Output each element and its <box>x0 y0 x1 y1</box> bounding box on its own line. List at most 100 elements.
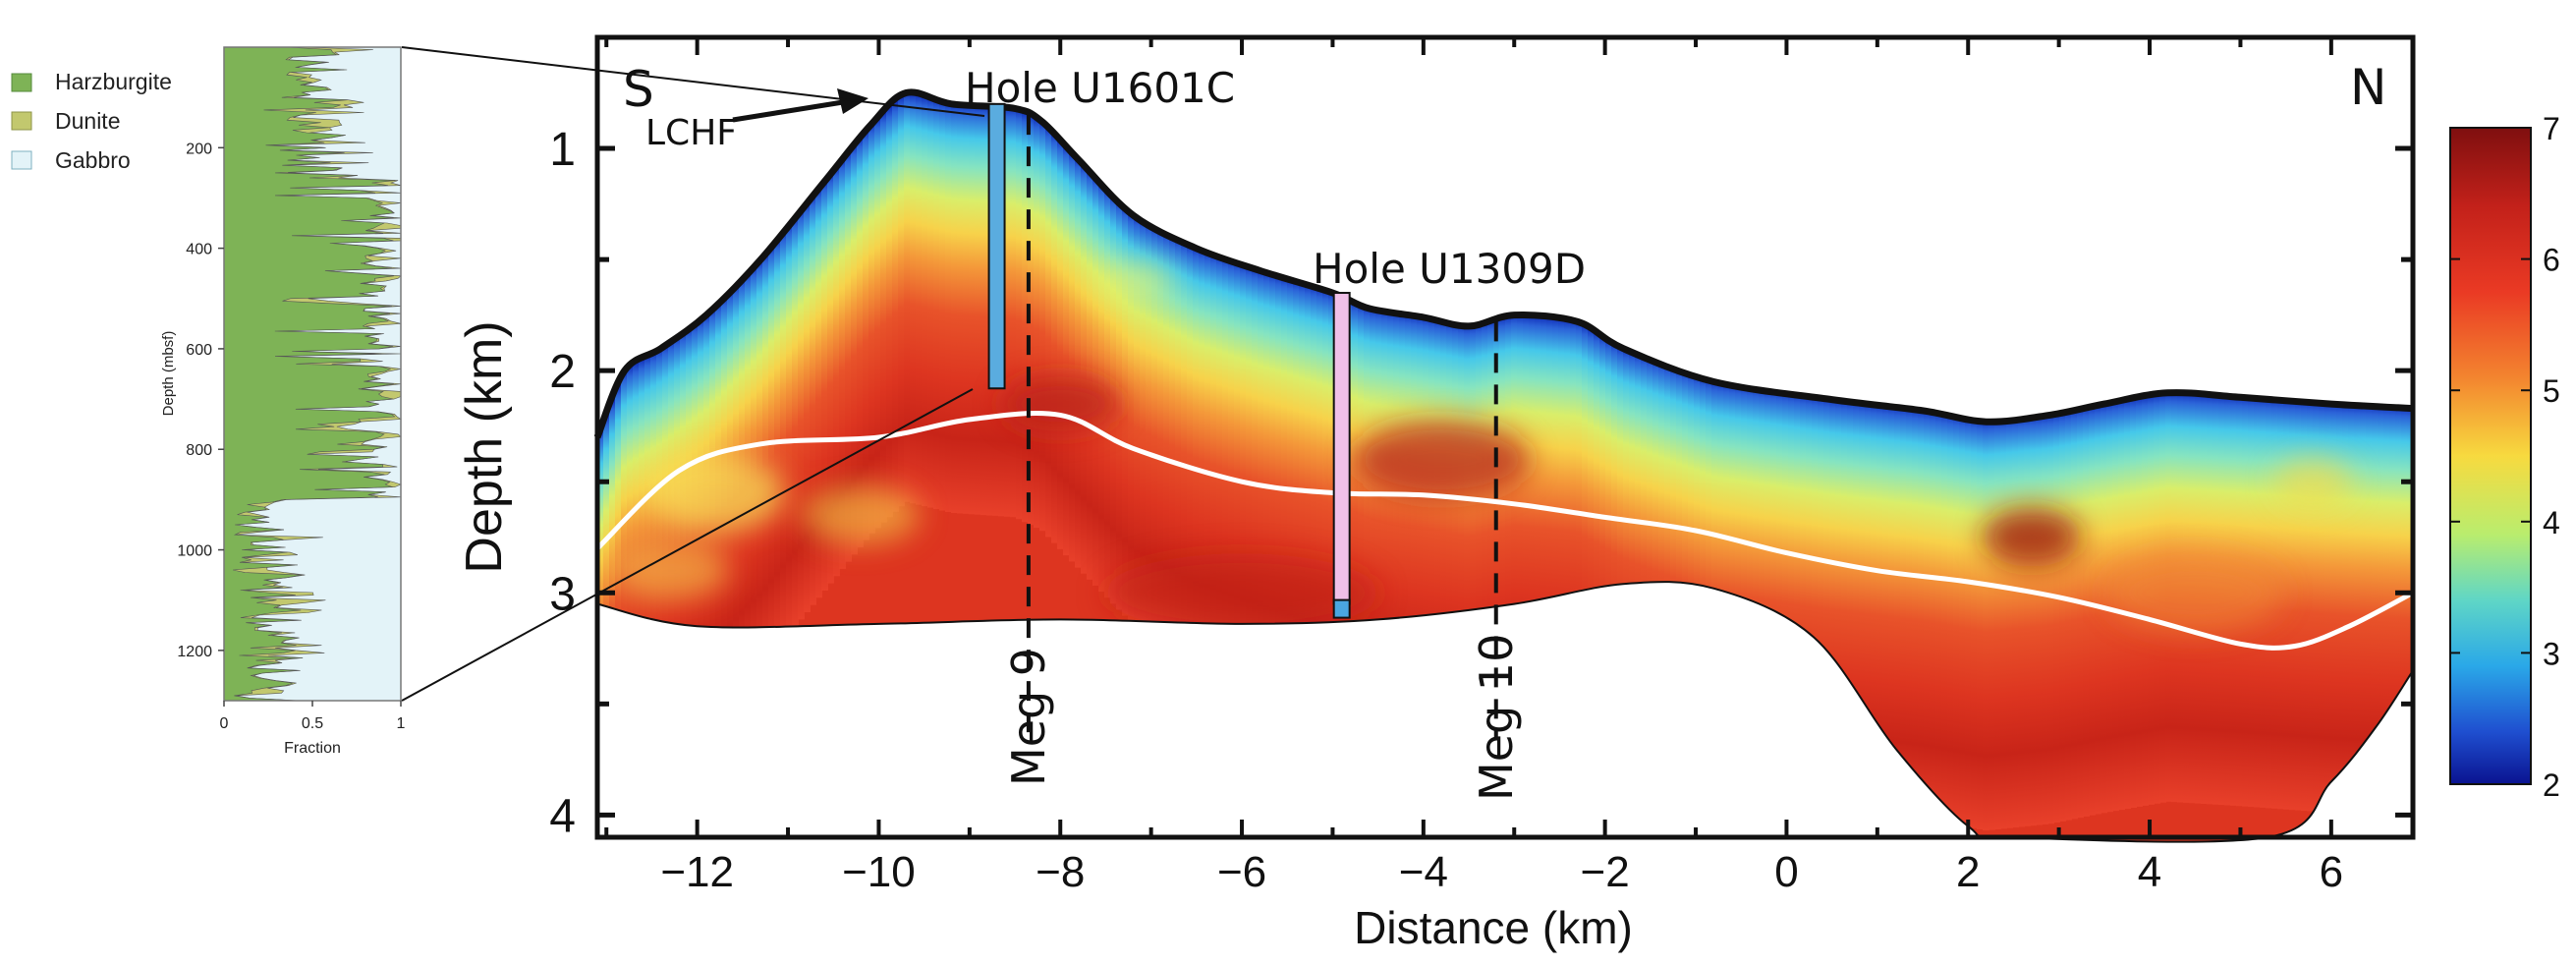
velocity-column <box>1764 385 1771 799</box>
velocity-column <box>851 142 858 555</box>
velocity-column <box>1287 275 1294 689</box>
velocity-column <box>1594 328 1600 742</box>
velocity-column <box>1370 305 1376 718</box>
velocity-column <box>1204 248 1211 661</box>
velocity-column <box>1918 406 1925 820</box>
velocity-column <box>1770 386 1777 800</box>
velocity-column <box>1034 115 1040 529</box>
velocity-column <box>1216 252 1223 665</box>
velocity-column <box>1688 369 1695 782</box>
velocity-column <box>780 228 787 642</box>
velocity-column <box>1134 212 1141 626</box>
velocity-column <box>1246 262 1253 676</box>
lithology-x-tick-label: 0.5 <box>302 715 323 732</box>
velocity-column <box>2313 398 2320 812</box>
section-y-label: Depth (km) <box>456 320 513 573</box>
velocity-column <box>2372 402 2379 816</box>
velocity-column <box>1753 383 1760 797</box>
velocity-column <box>2083 403 2090 817</box>
velocity-column <box>792 213 799 627</box>
velocity-column <box>916 91 923 505</box>
velocity-column <box>2336 400 2343 814</box>
velocity-column <box>1576 318 1583 732</box>
velocity-column <box>1405 311 1412 724</box>
velocity-column <box>1169 231 1176 645</box>
velocity-column <box>927 94 934 508</box>
velocity-column <box>933 96 940 510</box>
velocity-column <box>922 93 928 507</box>
velocity-column <box>1564 316 1571 730</box>
velocity-column <box>1434 315 1441 729</box>
section-x-tick-label: −2 <box>1581 848 1630 896</box>
velocity-column <box>886 104 893 518</box>
velocity-column <box>1841 397 1848 811</box>
section-x-tick-label: −12 <box>660 848 734 896</box>
velocity-column <box>1947 411 1954 824</box>
velocity-column <box>1888 402 1895 816</box>
velocity-column <box>2342 400 2349 814</box>
velocity-column <box>1694 371 1701 785</box>
velocity-column <box>1658 358 1665 771</box>
velocity-column <box>1263 268 1270 682</box>
velocity-column <box>1210 250 1217 663</box>
velocity-column <box>1865 400 1872 814</box>
velocity-column <box>1358 301 1365 714</box>
velocity-column <box>2106 399 2113 813</box>
section-y-tick-label: 1 <box>549 124 576 176</box>
velocity-column <box>1175 234 1182 648</box>
section-x-tick-label: 2 <box>1956 848 1980 896</box>
velocity-column <box>1222 254 1229 667</box>
velocity-column <box>1022 109 1029 523</box>
velocity-column <box>874 115 881 529</box>
velocity-column <box>1552 315 1559 729</box>
velocity-column <box>951 100 958 514</box>
velocity-column <box>1234 258 1241 672</box>
seismic-profile: Meg 10 <box>1470 321 1523 801</box>
velocity-column <box>1599 332 1606 746</box>
velocity-column <box>1487 316 1494 730</box>
velocity-column <box>1140 216 1147 630</box>
velocity-column <box>686 323 693 737</box>
velocity-column <box>1971 415 1978 828</box>
velocity-column <box>1039 118 1046 532</box>
velocity-column <box>2330 400 2337 814</box>
lithology-x-ticks: 0 0.5 1 <box>220 701 406 732</box>
velocity-column <box>1163 228 1170 642</box>
velocity-column <box>1417 312 1424 726</box>
velocity-column <box>1063 142 1070 556</box>
velocity-column <box>1794 390 1801 804</box>
velocity-column <box>1906 405 1913 819</box>
velocity-column <box>2024 413 2031 826</box>
velocity-column <box>1299 279 1306 693</box>
lithology-y-tick-label: 200 <box>186 141 212 157</box>
velocity-column <box>1588 325 1595 739</box>
colorbar-tick-label: 2 <box>2543 767 2560 803</box>
velocity-column <box>1128 208 1135 622</box>
velocity-column <box>863 127 869 540</box>
velocity-column <box>1482 318 1488 732</box>
seismic-profiles: Meg 9 Meg 10 <box>1002 115 1523 801</box>
section-x-tick-label: −6 <box>1217 848 1266 896</box>
lithology-y-tick-label: 400 <box>186 242 212 258</box>
colorbar: 7 6 5 4 3 2 <box>2449 111 2560 803</box>
velocity-column <box>1258 266 1264 680</box>
velocity-column <box>1729 380 1736 794</box>
velocity-column <box>957 100 964 514</box>
velocity-column <box>1387 308 1394 721</box>
velocity-column <box>2065 407 2072 821</box>
lithology-y-ticks: 200 400 600 800 1000 1200 <box>177 141 224 660</box>
velocity-column <box>1499 313 1506 727</box>
colorbar-gradient <box>2449 127 2532 785</box>
velocity-column <box>1157 225 1164 639</box>
velocity-column <box>1747 382 1754 796</box>
velocity-column <box>1818 393 1824 807</box>
velocity-column <box>1641 352 1648 766</box>
velocity-column <box>1859 399 1866 813</box>
velocity-column <box>1381 307 1388 720</box>
velocity-column <box>762 250 769 663</box>
seismic-profile: Meg 9 <box>1002 115 1055 786</box>
drill-hole: Hole U1601C <box>965 64 1235 390</box>
velocity-column <box>2071 406 2078 820</box>
velocity-column <box>1393 309 1400 722</box>
velocity-column <box>1428 314 1435 728</box>
